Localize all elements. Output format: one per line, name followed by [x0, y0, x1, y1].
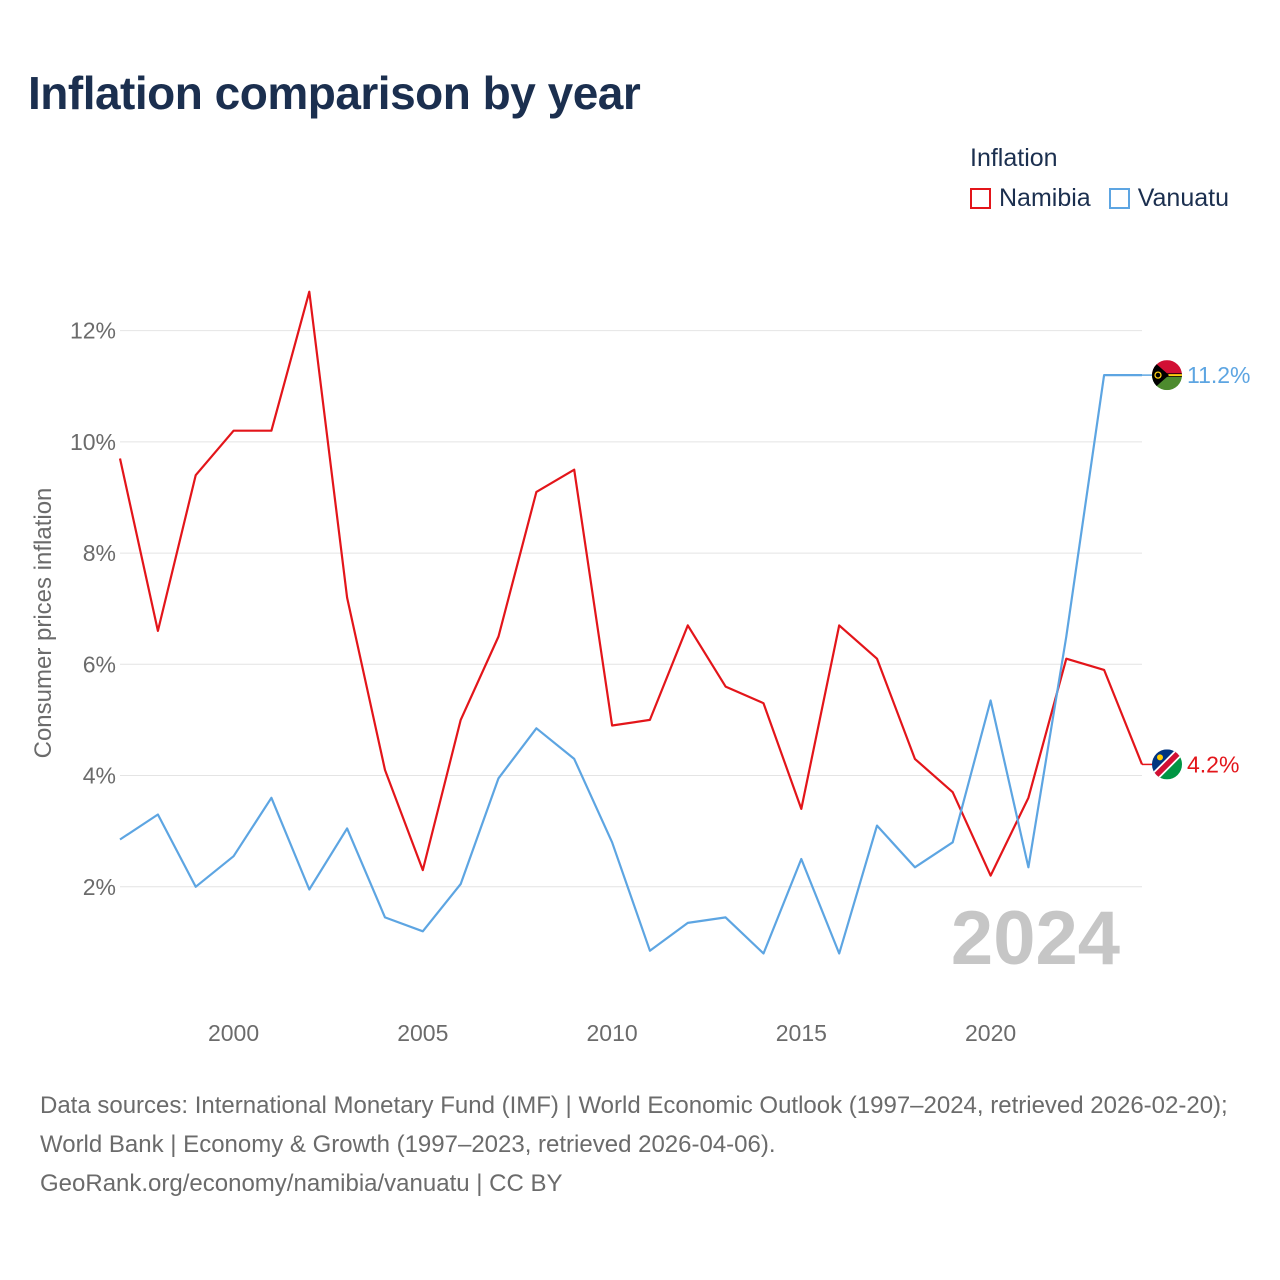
data-point-namibia-2021	[1026, 795, 1031, 800]
data-point-namibia-2019	[950, 790, 955, 795]
footer-credit[interactable]: GeoRank.org/economy/namibia/vanuatu | CC…	[40, 1170, 563, 1197]
x-tick-label-2020: 2020	[965, 1020, 1016, 1046]
data-point-vanuatu-1999	[193, 884, 198, 889]
data-point-vanuatu-2013	[723, 915, 728, 920]
data-point-namibia-2002	[307, 289, 312, 294]
data-point-namibia-2005	[420, 868, 425, 873]
data-point-vanuatu-1997	[118, 837, 123, 842]
y-tick-label-8: 8%	[83, 540, 116, 566]
data-point-namibia-2004	[382, 767, 387, 772]
data-point-namibia-2016	[837, 623, 842, 628]
data-point-namibia-2013	[723, 684, 728, 689]
data-point-vanuatu-2004	[382, 915, 387, 920]
legend-swatch-vanuatu	[1108, 188, 1130, 209]
data-point-vanuatu-1998	[155, 812, 160, 817]
legend-label-namibia: Namibia	[999, 184, 1091, 212]
year-watermark: 2024	[951, 896, 1120, 981]
data-point-namibia-2023	[1102, 667, 1107, 672]
data-point-namibia-2014	[761, 701, 766, 706]
y-axis-ticks: 2% 4% 6% 8% 10% 12%	[70, 318, 116, 900]
series-lines	[118, 289, 1144, 956]
data-point-vanuatu-2010	[610, 840, 615, 845]
data-point-vanuatu-2006	[458, 881, 463, 886]
series-line-vanuatu	[119, 374, 1142, 955]
data-point-vanuatu-2003	[345, 826, 350, 831]
data-point-vanuatu-2020	[988, 698, 993, 703]
data-point-vanuatu-2023	[1102, 373, 1107, 378]
legend-label-vanuatu: Vanuatu	[1137, 184, 1229, 212]
data-point-namibia-2020	[988, 873, 993, 878]
data-point-namibia-1998	[155, 628, 160, 633]
data-point-namibia-2018	[912, 756, 917, 761]
end-label-vanuatu: 11.2%	[1187, 362, 1251, 388]
chart-title: Inflation comparison by year	[28, 67, 641, 119]
y-tick-label-2: 2%	[83, 874, 116, 900]
y-tick-label-12: 12%	[70, 318, 116, 344]
data-point-namibia-2006	[458, 717, 463, 722]
data-point-namibia-2001	[269, 428, 274, 433]
data-point-vanuatu-2007	[496, 776, 501, 781]
legend-swatch-namibia	[970, 188, 991, 209]
data-point-vanuatu-2015	[799, 856, 804, 861]
y-tick-label-6: 6%	[83, 651, 116, 677]
line-chart: 2% 4% 6% 8% 10% 12% 2000 2005 2010 2015 2020 Cons…	[30, 289, 1251, 1046]
data-point-namibia-2022	[1064, 656, 1069, 661]
data-point-namibia-2012	[685, 623, 690, 628]
data-point-vanuatu-2000	[231, 854, 236, 859]
legend-title: Inflation	[970, 144, 1058, 172]
end-label-namibia: 4.2%	[1187, 751, 1239, 777]
legend-item-vanuatu[interactable]: Vanuatu	[1108, 184, 1229, 213]
legend-item-namibia[interactable]: Namibia	[970, 184, 1091, 213]
data-point-vanuatu-2002	[307, 887, 312, 892]
legend: Namibia Vanuatu	[970, 184, 1247, 213]
y-tick-label-4: 4%	[83, 763, 116, 789]
data-point-vanuatu-2012	[685, 920, 690, 925]
data-point-vanuatu-2016	[837, 951, 842, 956]
series-end-markers: 4.2% 11.2%	[1142, 360, 1251, 780]
data-point-namibia-2009	[572, 467, 577, 472]
series-line-namibia	[118, 290, 1144, 877]
x-tick-label-2010: 2010	[586, 1020, 637, 1046]
x-tick-label-2015: 2015	[776, 1020, 827, 1046]
footer-sources: Data sources: International Monetary Fun…	[40, 1092, 1228, 1158]
y-tick-label-10: 10%	[70, 429, 116, 455]
data-point-namibia-2003	[345, 595, 350, 600]
x-tick-label-2005: 2005	[397, 1020, 448, 1046]
namibia-flag-icon	[1152, 749, 1182, 780]
data-point-namibia-2008	[534, 489, 539, 494]
y-axis-label: Consumer prices inflation	[30, 488, 57, 759]
data-point-namibia-2010	[610, 723, 615, 728]
data-point-namibia-2015	[799, 806, 804, 811]
data-point-vanuatu-2018	[912, 865, 917, 870]
data-point-namibia-2017	[875, 656, 880, 661]
data-point-vanuatu-2009	[572, 756, 577, 761]
data-point-vanuatu-2014	[761, 951, 766, 956]
data-point-namibia-2011	[647, 717, 652, 722]
x-axis-ticks: 2000 2005 2010 2015 2020	[208, 1020, 1016, 1046]
grid-lines	[120, 330, 1142, 888]
data-point-vanuatu-2019	[950, 840, 955, 845]
data-point-namibia-2000	[231, 428, 236, 433]
data-point-namibia-1999	[193, 473, 198, 478]
x-tick-label-2000: 2000	[208, 1020, 259, 1046]
data-point-vanuatu-2005	[420, 929, 425, 934]
footer: Data sources: International Monetary Fun…	[40, 1086, 1250, 1203]
data-point-namibia-1997	[118, 456, 123, 461]
data-point-vanuatu-2001	[269, 795, 274, 800]
data-point-vanuatu-2021	[1026, 865, 1031, 870]
data-point-vanuatu-2011	[647, 948, 652, 953]
data-point-namibia-2007	[496, 634, 501, 639]
data-point-vanuatu-2008	[534, 726, 539, 731]
vanuatu-flag-icon	[1152, 360, 1182, 391]
data-point-vanuatu-2017	[875, 823, 880, 828]
data-point-vanuatu-2022	[1064, 634, 1069, 639]
